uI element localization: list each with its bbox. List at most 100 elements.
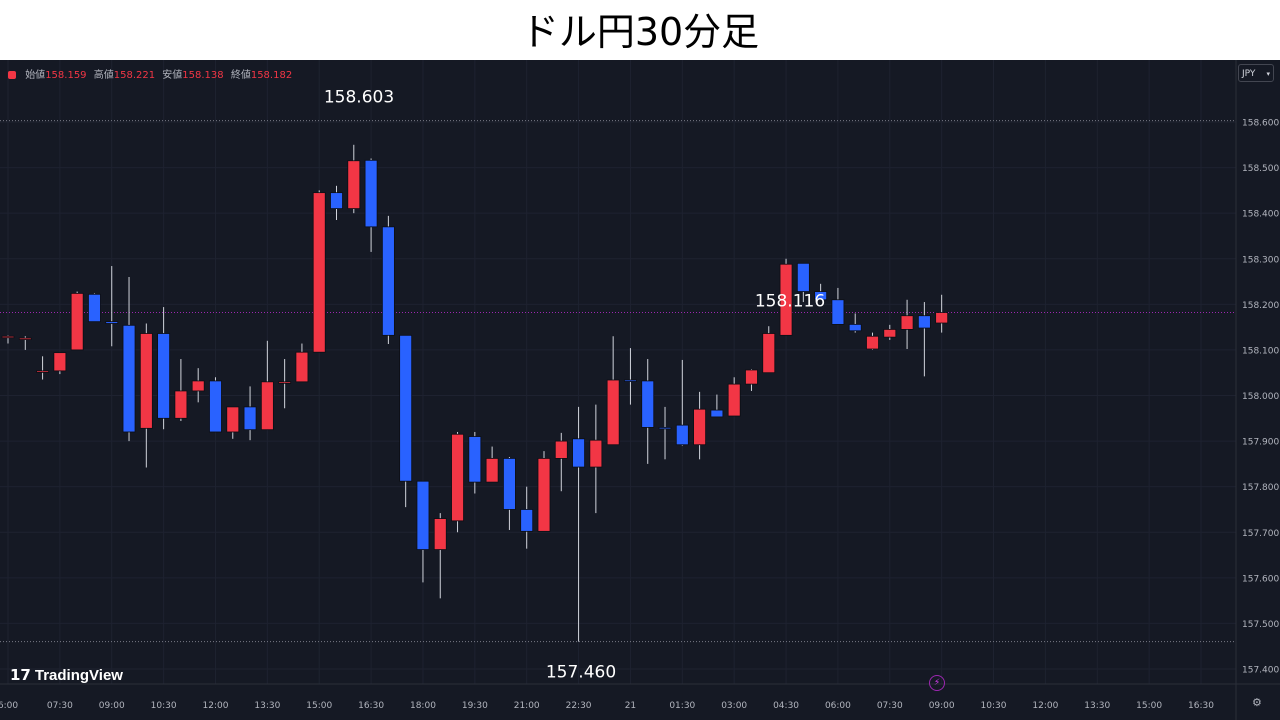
x-tick-label: 12:00	[203, 701, 229, 711]
y-tick-label: 158.200	[1242, 301, 1279, 311]
candle-body	[381, 226, 395, 336]
candle-body	[433, 518, 447, 550]
tradingview-mark-icon: 𝟭𝟳	[10, 667, 31, 684]
tradingview-logo[interactable]: 𝟭𝟳 TradingView	[10, 666, 123, 684]
y-tick-label: 158.400	[1242, 210, 1279, 220]
high-value: 158.221	[113, 70, 156, 81]
chart-title: ドル円30分足	[0, 0, 1280, 60]
candle-body	[537, 458, 551, 532]
y-tick-label: 157.900	[1242, 438, 1279, 448]
y-tick-label: 157.400	[1242, 666, 1279, 676]
candle-body	[451, 433, 464, 522]
x-tick-label: 09:00	[99, 701, 125, 711]
candle-body	[278, 381, 292, 384]
candle-body	[70, 292, 84, 351]
candle-body	[416, 480, 430, 550]
candle-body	[762, 333, 776, 374]
x-tick-label: 22:30	[566, 701, 592, 711]
y-tick-label: 157.800	[1242, 483, 1279, 493]
candle-body	[88, 293, 101, 323]
low-label: 安値	[162, 70, 183, 81]
candle-body	[866, 335, 879, 350]
ohlc-legend: 始値158.159 高値158.221 安値158.138 終値158.182	[8, 66, 296, 81]
x-tick-label: 16:30	[358, 701, 384, 711]
candle-body	[693, 408, 706, 446]
candlestick-chart[interactable]: 158.600 158.500 158.400 158.300 158.200 158.1…	[0, 60, 1280, 720]
candle-body	[36, 370, 49, 373]
x-tick-label: 09:00	[929, 701, 955, 711]
x-tick-label: 16:30	[1188, 701, 1214, 711]
candle-body	[53, 352, 67, 372]
close-value: 158.182	[250, 70, 293, 81]
candle-body	[399, 334, 413, 482]
lightning-icon[interactable]: ⚡	[929, 675, 945, 691]
candle-body	[312, 192, 326, 353]
candle-body	[675, 424, 689, 446]
symbol-dot-icon	[8, 71, 16, 79]
candle-body	[209, 380, 222, 433]
gear-icon[interactable]: ⚙	[1252, 696, 1262, 709]
candle-body	[935, 312, 949, 324]
candle-body	[641, 380, 655, 428]
x-tick-label: 12:00	[1032, 701, 1058, 711]
x-tick-label: 03:00	[721, 701, 747, 711]
x-tick-label: 10:30	[981, 701, 1007, 711]
x-tick-label: 13:30	[254, 701, 280, 711]
currency-label: JPY	[1242, 69, 1256, 79]
candle-body	[295, 351, 309, 383]
candle-body	[157, 333, 171, 419]
x-tick-label: 07:30	[47, 701, 73, 711]
y-tick-label: 157.700	[1242, 529, 1279, 539]
candle-body	[779, 263, 793, 336]
candle-body	[520, 509, 534, 532]
y-tick-label: 157.500	[1242, 620, 1279, 630]
x-tick-label: 18:00	[410, 701, 436, 711]
x-tick-label: 13:30	[1084, 701, 1110, 711]
candle-body	[831, 299, 845, 325]
y-tick-label: 158.500	[1242, 164, 1279, 174]
x-tick-label: 6:00	[0, 701, 18, 711]
candle-body	[814, 291, 828, 301]
low-value: 158.138	[182, 70, 224, 81]
chart-area[interactable]: 158.600 158.500 158.400 158.300 158.200 158.1…	[0, 60, 1280, 720]
x-tick-label: 06:00	[825, 701, 851, 711]
price-annotation: 157.460	[546, 663, 616, 683]
candle-body	[606, 379, 620, 446]
candle-body	[330, 192, 343, 210]
candle-body	[191, 380, 205, 392]
candle-body	[554, 440, 568, 459]
x-tick-label: 15:00	[1136, 701, 1162, 711]
candle-body	[917, 315, 931, 329]
candle-body	[900, 315, 914, 330]
candle-body	[347, 160, 361, 210]
currency-selector[interactable]: JPY ▾	[1238, 64, 1274, 82]
y-tick-label: 158.600	[1242, 119, 1279, 129]
candle-body	[658, 427, 672, 430]
high-label: 高値	[93, 70, 114, 81]
candle-body	[796, 262, 810, 292]
candle-body	[18, 337, 32, 340]
candle-body	[572, 438, 585, 468]
x-tick-label: 07:30	[877, 701, 903, 711]
candle-body	[364, 159, 378, 228]
x-tick-label: 19:30	[462, 701, 488, 711]
y-tick-label: 158.300	[1242, 255, 1279, 265]
watermark-text: TradingView	[34, 667, 123, 684]
candle-body	[174, 390, 188, 419]
y-tick-label: 158.100	[1242, 346, 1279, 356]
candle-body	[105, 321, 119, 324]
candle-body	[745, 369, 758, 385]
candle-body	[1, 335, 15, 339]
candle-body	[243, 406, 257, 431]
candle-body	[260, 381, 274, 431]
x-tick-label: 21	[625, 701, 636, 711]
candle-body	[727, 383, 741, 417]
y-tick-label: 158.000	[1242, 392, 1279, 402]
chevron-down-icon: ▾	[1266, 70, 1270, 78]
candle-body	[883, 329, 897, 338]
candle-body	[226, 406, 240, 433]
candle-body	[848, 323, 862, 332]
x-tick-label: 21:00	[514, 701, 540, 711]
y-tick-label: 157.600	[1242, 574, 1279, 584]
price-annotation: 158.603	[324, 88, 394, 108]
